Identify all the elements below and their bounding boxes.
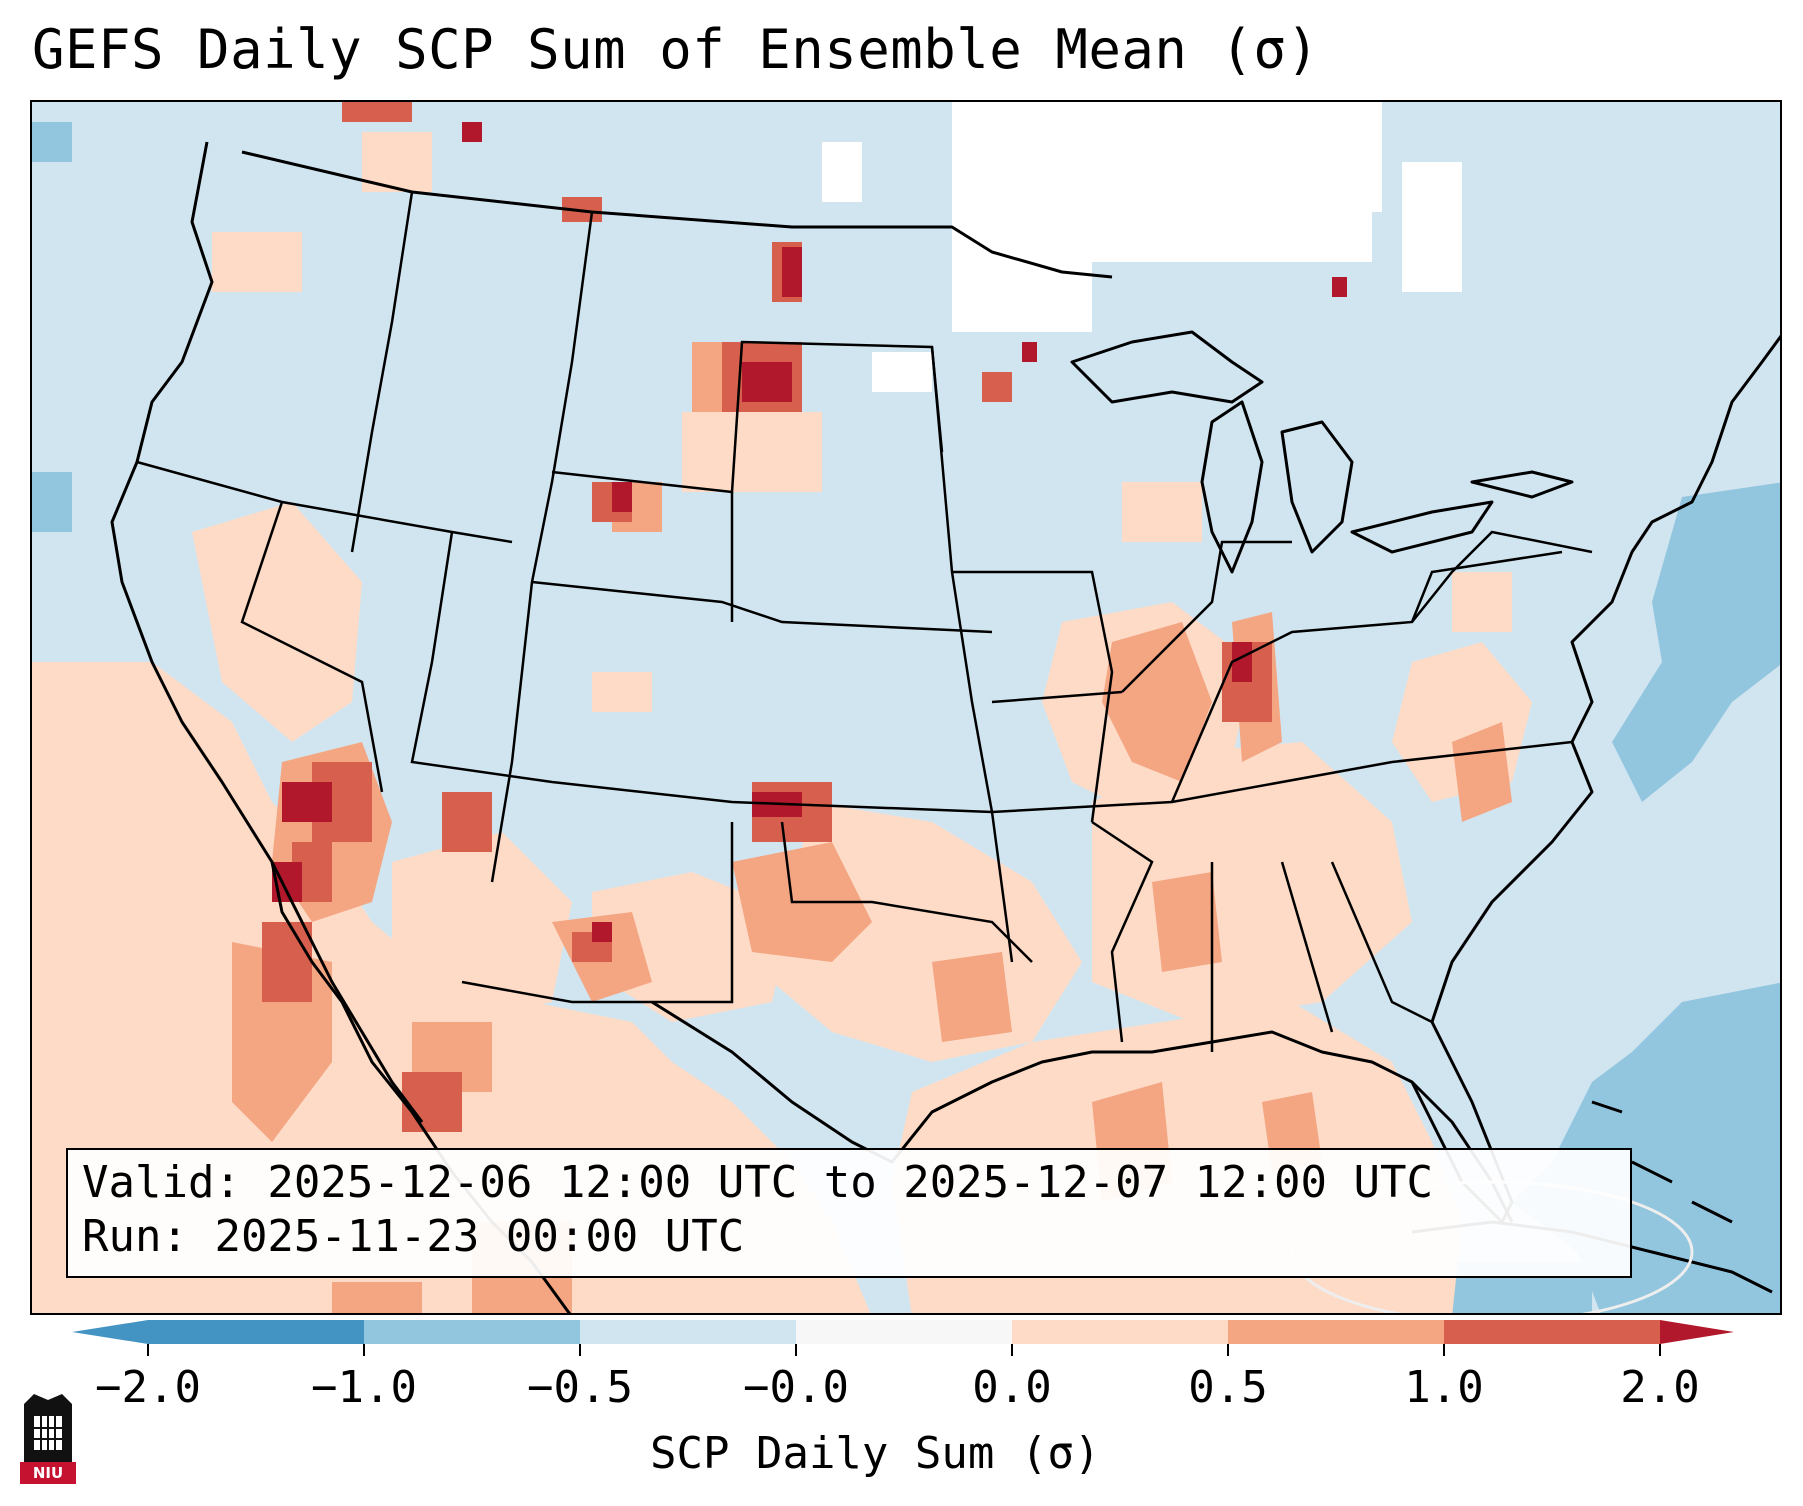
state-borders: [136, 191, 1593, 1052]
colorbar-segment: [580, 1320, 796, 1344]
colorbar-segment: [1012, 1320, 1228, 1344]
colorbar-tick-label: 0.5: [1188, 1362, 1268, 1413]
colorbar-tick-label: 0.0: [972, 1362, 1052, 1413]
colorbar-segment: [148, 1320, 364, 1344]
map-canvas: [32, 102, 1780, 1313]
colorbar-tick-label: 1.0: [1404, 1362, 1484, 1413]
colorbar-title: SCP Daily Sum (σ): [650, 1428, 1101, 1479]
colorbar-extend-low: [72, 1320, 148, 1344]
colorbar-tick-label: −2.0: [95, 1362, 201, 1413]
run-time-label: Run: 2025-11-23 00:00 UTC: [82, 1211, 745, 1262]
colorbar-segment: [364, 1320, 580, 1344]
valid-run-info-box: Valid: 2025-12-06 12:00 UTC to 2025-12-0…: [66, 1148, 1632, 1278]
colorbar-tick-label: −1.0: [311, 1362, 417, 1413]
missing-data-region: [822, 102, 1462, 392]
colorbar-segment: [1444, 1320, 1660, 1344]
niu-logo-label: NIU: [20, 1462, 76, 1484]
colorbar: [72, 1320, 1734, 1356]
colorbar-segment: [796, 1320, 1012, 1344]
colorbar-extend-high: [1660, 1320, 1734, 1344]
chart-title: GEFS Daily SCP Sum of Ensemble Mean (σ): [32, 18, 1320, 81]
colorbar-segment: [1228, 1320, 1444, 1344]
map-panel: [30, 100, 1782, 1315]
colorbar-tick-label: −0.5: [527, 1362, 633, 1413]
extreme-positive-region: [272, 122, 1347, 942]
valid-time-label: Valid: 2025-12-06 12:00 UTC to 2025-12-0…: [82, 1157, 1434, 1208]
colorbar-tick-label: −0.0: [743, 1362, 849, 1413]
niu-logo-icon: [24, 1394, 72, 1462]
colorbar-tick-label: 2.0: [1620, 1362, 1700, 1413]
